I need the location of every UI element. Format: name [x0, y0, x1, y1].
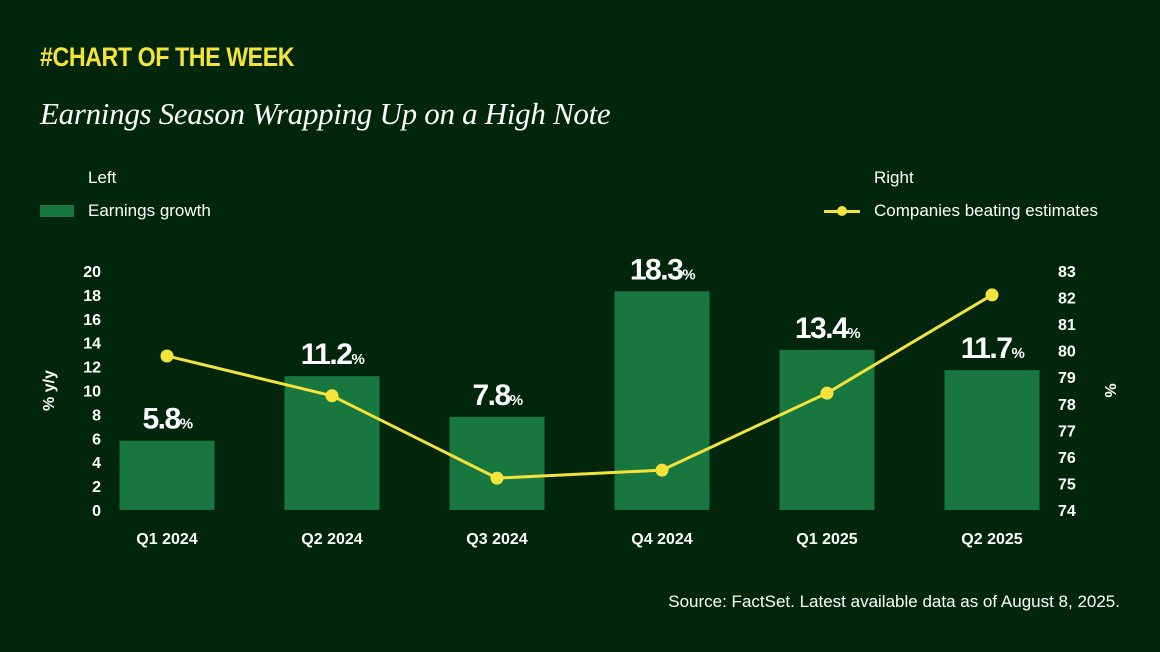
x-axis-category-label: Q4 2024	[631, 531, 692, 548]
left-axis-title: % y/y	[41, 370, 58, 411]
legend-left-heading: Left	[88, 168, 117, 187]
left-axis-tick: 12	[83, 360, 101, 377]
left-axis-tick: 4	[92, 455, 101, 472]
bar-data-label: 11.7%	[961, 332, 1025, 365]
left-axis-tick: 18	[83, 288, 101, 305]
line-point-q3-2024	[490, 471, 504, 485]
bar-q3-2024	[449, 416, 545, 510]
line-point-q2-2024	[325, 389, 339, 403]
right-axis-tick: 78	[1058, 397, 1076, 414]
legend-line-swatch	[824, 205, 860, 217]
bar-data-label: 5.8%	[142, 403, 192, 436]
right-axis-title: %	[1101, 383, 1118, 397]
legend-right-heading: Right	[874, 168, 914, 187]
chart-title: Earnings Season Wrapping Up on a High No…	[40, 96, 611, 131]
right-axis-tick: 74	[1058, 503, 1076, 520]
bar-data-label: 13.4%	[795, 312, 860, 345]
left-axis-tick: 6	[92, 431, 101, 448]
left-axis-tick: 0	[92, 503, 101, 520]
left-axis-tick: 16	[83, 312, 101, 329]
legend-label-earnings-growth: Earnings growth	[88, 201, 211, 220]
x-axis-category-label: Q1 2025	[796, 531, 857, 548]
chart-kicker: #CHART OF THE WEEK	[40, 42, 295, 72]
left-axis-tick: 2	[92, 479, 101, 496]
line-point-q4-2024	[655, 463, 669, 477]
right-axis-tick: 82	[1058, 291, 1076, 308]
left-axis-tick: 8	[92, 407, 101, 424]
bar-q1-2025	[779, 349, 875, 510]
left-axis-tick: 10	[83, 384, 101, 401]
source-note: Source: FactSet. Latest available data a…	[668, 592, 1120, 611]
line-point-q1-2025	[820, 386, 834, 400]
left-axis-tick: 14	[83, 336, 101, 353]
bar-data-label: 7.8%	[472, 379, 522, 412]
legend-label-companies-beating: Companies beating estimates	[874, 201, 1098, 220]
legend-bar-swatch	[40, 205, 74, 217]
x-axis-category-label: Q2 2025	[961, 531, 1022, 548]
bar-data-label: 11.2%	[301, 338, 365, 371]
right-axis-tick: 79	[1058, 370, 1076, 387]
right-axis-tick: 80	[1058, 344, 1076, 361]
right-axis-tick: 83	[1058, 264, 1076, 281]
x-axis-category-label: Q2 2024	[301, 531, 362, 548]
bar-q2-2025	[944, 370, 1040, 510]
right-axis-tick: 75	[1058, 476, 1076, 493]
left-axis-tick: 20	[83, 264, 101, 281]
bar-data-label: 18.3%	[630, 253, 695, 286]
legend-item-companies-beating: Companies beating estimates	[824, 201, 1098, 221]
bar-q1-2024	[119, 440, 215, 510]
line-companies-beating-estimates	[166, 293, 993, 480]
right-axis-tick: 76	[1058, 450, 1076, 467]
legend-item-earnings-growth: Earnings growth	[40, 201, 211, 221]
right-axis-tick: 77	[1058, 423, 1076, 440]
x-axis-category-label: Q3 2024	[466, 531, 527, 548]
x-axis-category-label: Q1 2024	[136, 531, 197, 548]
line-point-q1-2024	[160, 349, 174, 363]
line-point-q2-2025	[985, 288, 999, 302]
right-axis-tick: 81	[1058, 317, 1076, 334]
bar-q4-2024	[614, 291, 710, 510]
